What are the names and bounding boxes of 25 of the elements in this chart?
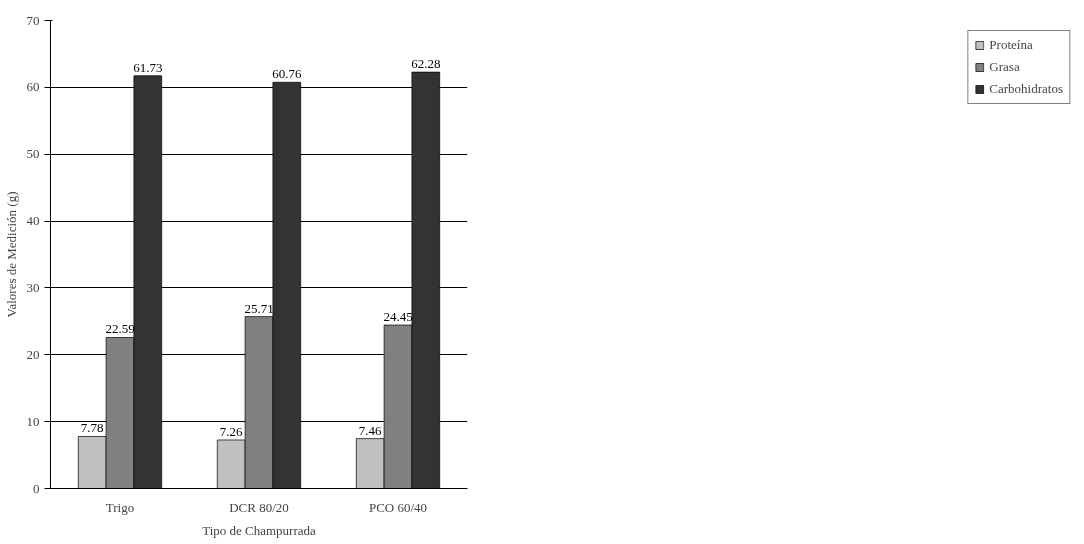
legend-label: Grasa <box>989 59 1020 75</box>
x-axis-title: Tipo de Champurrada <box>202 522 317 538</box>
data-label: 7.46 <box>358 422 383 438</box>
x-tick-label: DCR 80/20 <box>229 499 289 515</box>
y-axis-title: Valores de Medición (g) <box>3 191 19 318</box>
data-label: 22.59 <box>105 321 135 337</box>
y-tick-label: 70 <box>26 12 40 28</box>
y-tick-label: 50 <box>26 146 40 162</box>
data-label: 62.28 <box>411 56 441 72</box>
data-label: 7.26 <box>219 423 244 439</box>
y-tick-label: 30 <box>26 279 40 295</box>
x-tick-label: Trigo <box>105 499 135 515</box>
y-tick-label: 0 <box>33 480 40 496</box>
y-tick-label: 10 <box>26 413 40 429</box>
data-label: 25.71 <box>244 300 274 316</box>
legend-label: Proteína <box>989 37 1033 53</box>
legend-label: Carbohidratos <box>989 81 1063 97</box>
y-tick-label: 40 <box>26 213 40 229</box>
data-label: 24.45 <box>383 309 413 325</box>
data-label: 60.76 <box>272 66 302 82</box>
y-tick-label: 60 <box>26 79 40 95</box>
data-label: 61.73 <box>133 59 163 75</box>
y-tick-label: 20 <box>26 346 40 362</box>
x-tick-label: PCO 60/40 <box>368 499 428 515</box>
data-label: 7.78 <box>80 420 104 436</box>
